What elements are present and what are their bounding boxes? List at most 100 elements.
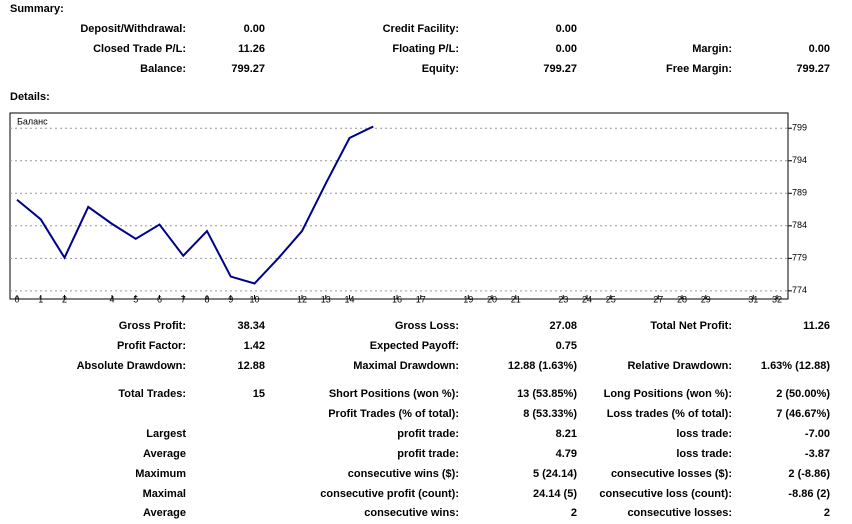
value: 0.75 xyxy=(556,340,577,352)
y-tick-label: 774 xyxy=(792,285,807,295)
value: -7.00 xyxy=(805,428,830,440)
label: Free Margin: xyxy=(666,63,732,75)
x-tick-label: 9 xyxy=(228,294,233,304)
value: 799.27 xyxy=(231,63,265,75)
x-tick-label: 17 xyxy=(416,294,426,304)
x-tick-label: 31 xyxy=(748,294,758,304)
y-tick-label: 794 xyxy=(792,155,807,165)
value: 0.00 xyxy=(809,43,830,55)
value: 0.00 xyxy=(556,23,577,35)
value: 5 (24.14) xyxy=(533,468,577,480)
label: Equity: xyxy=(422,63,459,75)
value: 7 (46.67%) xyxy=(776,408,830,420)
value: 8.21 xyxy=(556,428,577,440)
x-tick-label: 19 xyxy=(463,294,473,304)
label: profit trade: xyxy=(397,428,459,440)
label: Short Positions (won %): xyxy=(329,388,459,400)
label: consecutive wins: xyxy=(364,507,459,519)
x-tick-label: 12 xyxy=(297,294,307,304)
x-tick-label: 25 xyxy=(606,294,616,304)
x-tick-label: 7 xyxy=(181,294,186,304)
label: Absolute Drawdown: xyxy=(77,360,186,372)
label: Closed Trade P/L: xyxy=(93,43,186,55)
label: consecutive loss (count): xyxy=(599,488,732,500)
label: Profit Factor: xyxy=(117,340,186,352)
label: Maximal Drawdown: xyxy=(353,360,459,372)
value: 15 xyxy=(253,388,265,400)
value: 27.08 xyxy=(549,320,577,332)
label: Credit Facility: xyxy=(383,23,459,35)
x-tick-label: 1 xyxy=(38,294,43,304)
value: 24.14 (5) xyxy=(533,488,577,500)
x-tick-label: 8 xyxy=(204,294,209,304)
x-tick-label: 21 xyxy=(511,294,521,304)
value: 0.00 xyxy=(556,43,577,55)
label: Loss trades (% of total): xyxy=(607,408,732,420)
value: 11.26 xyxy=(238,43,265,55)
value: 4.79 xyxy=(556,448,577,460)
x-tick-label: 10 xyxy=(249,294,259,304)
label: Total Trades: xyxy=(118,388,186,400)
value: 12.88 (1.63%) xyxy=(508,360,577,372)
label: loss trade: xyxy=(676,428,732,440)
x-tick-label: 32 xyxy=(772,294,782,304)
label: Balance: xyxy=(140,63,186,75)
value: 799.27 xyxy=(796,63,830,75)
value: 2 (50.00%) xyxy=(776,388,830,400)
label: consecutive losses ($): xyxy=(611,468,732,480)
value: 2 (-8.86) xyxy=(788,468,830,480)
label: consecutive wins ($): xyxy=(348,468,459,480)
section-title: Summary: xyxy=(10,3,64,15)
y-tick-label: 779 xyxy=(792,253,807,263)
x-tick-label: 0 xyxy=(14,294,19,304)
x-tick-label: 6 xyxy=(157,294,162,304)
value: 38.34 xyxy=(237,320,265,332)
label: Maximum xyxy=(135,468,186,480)
label: Deposit/Withdrawal: xyxy=(80,23,186,35)
label: Average xyxy=(143,507,186,519)
label: Relative Drawdown: xyxy=(627,360,732,372)
chart-frame xyxy=(9,112,789,300)
x-tick-label: 13 xyxy=(321,294,331,304)
label: Margin: xyxy=(692,43,732,55)
x-tick-label: 24 xyxy=(582,294,592,304)
value: 1.63% (12.88) xyxy=(761,360,830,372)
label: Expected Payoff: xyxy=(370,340,459,352)
x-tick-label: 4 xyxy=(109,294,114,304)
label: consecutive profit (count): xyxy=(320,488,459,500)
value: 2 xyxy=(824,507,830,519)
label: Long Positions (won %): xyxy=(604,388,732,400)
x-tick-label: 20 xyxy=(487,294,497,304)
label: Profit Trades (% of total): xyxy=(328,408,459,420)
value: -3.87 xyxy=(805,448,830,460)
section-title: Details: xyxy=(10,91,50,103)
label: loss trade: xyxy=(676,448,732,460)
label: consecutive losses: xyxy=(627,507,732,519)
label: Largest xyxy=(146,428,186,440)
x-tick-label: 28 xyxy=(677,294,687,304)
label: Average xyxy=(143,448,186,460)
x-tick-label: 16 xyxy=(392,294,402,304)
value: 0.00 xyxy=(244,23,265,35)
balance-line xyxy=(16,125,374,285)
label: Gross Profit: xyxy=(119,320,186,332)
x-tick-label: 23 xyxy=(558,294,568,304)
label: Maximal xyxy=(143,488,186,500)
label: profit trade: xyxy=(397,448,459,460)
value: 8 (53.33%) xyxy=(523,408,577,420)
value: 2 xyxy=(571,507,577,519)
y-tick-label: 784 xyxy=(792,220,807,230)
label: Total Net Profit: xyxy=(650,320,732,332)
x-tick-label: 14 xyxy=(344,294,354,304)
value: 11.26 xyxy=(803,320,830,332)
x-tick-label: 29 xyxy=(701,294,711,304)
value: 799.27 xyxy=(543,63,577,75)
label: Gross Loss: xyxy=(395,320,459,332)
chart-title: Баланс xyxy=(17,116,48,126)
x-tick-label: 2 xyxy=(62,294,67,304)
y-tick-label: 799 xyxy=(792,123,807,133)
value: 12.88 xyxy=(237,360,265,372)
x-tick-label: 5 xyxy=(133,294,138,304)
value: 13 (53.85%) xyxy=(517,388,577,400)
